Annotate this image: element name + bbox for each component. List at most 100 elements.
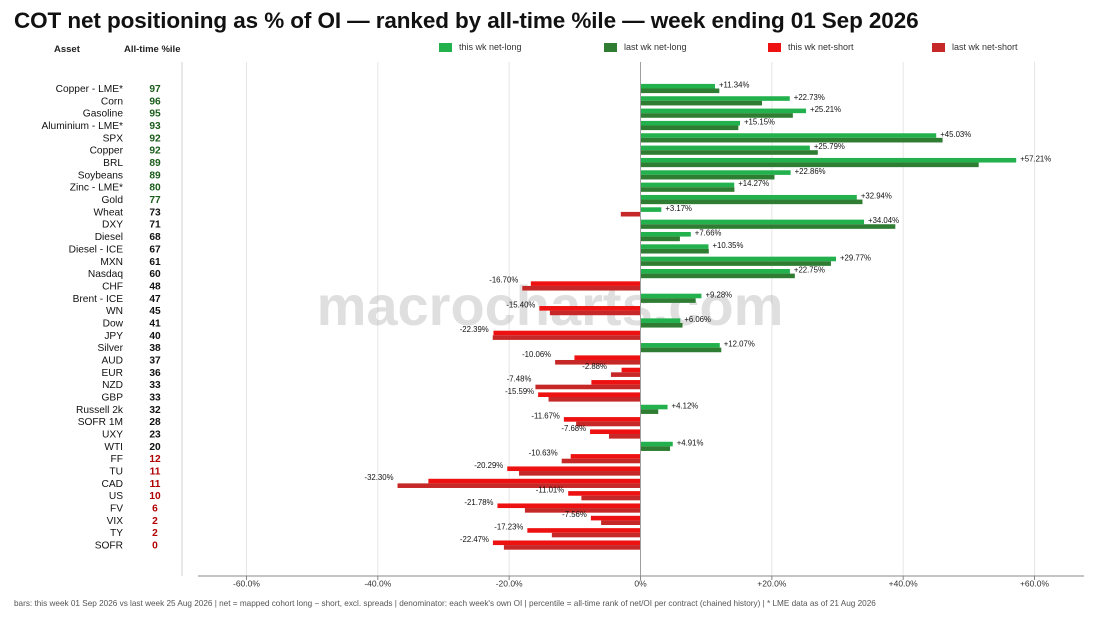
percentile-value: 89 [149,158,161,169]
bar-last-week [555,359,641,365]
percentile-value: 38 [149,343,161,354]
asset-label: Copper - LME* [56,84,123,95]
asset-label: Diesel [95,232,123,243]
data-label: -7.56% [562,510,587,519]
bar-last-week [640,248,709,254]
chart-title: COT net positioning as % of OI — ranked … [14,8,919,33]
bar-this-week [640,182,735,188]
asset-label: UXY [102,430,123,441]
data-label: -32.30% [364,473,393,482]
percentile-value: 60 [149,269,161,280]
legend-swatch-this-short [768,42,781,52]
asset-label: Diesel - ICE [69,244,124,255]
asset-label: Zinc - LME* [70,183,123,194]
bar-last-week [551,532,641,538]
bar-last-week [640,100,762,106]
percentile-value: 48 [149,281,161,292]
x-tick-label: +60.0% [1020,579,1050,589]
percentile-value: 6 [152,504,158,515]
percentile-value: 93 [149,121,161,132]
legend-label: this wk net-short [788,42,854,52]
bar-this-week [428,478,641,484]
legend-last-wk-net-long: last wk net-long [604,42,687,52]
bar-this-week [527,528,641,533]
bar-last-week [640,113,793,118]
bar-this-week [640,145,810,151]
bar-last-week [640,261,831,266]
legend-label: last wk net-long [624,42,687,52]
x-tick-label: -60.0% [233,579,260,589]
bar-last-week [576,421,641,427]
bar-last-week [601,520,641,525]
percentile-value: 92 [149,133,161,144]
asset-label: Nasdaq [88,269,123,280]
data-label: -11.67% [531,411,560,420]
data-label: +22.73% [794,93,825,102]
data-label: +32.94% [861,192,892,201]
asset-label: WN [106,306,123,317]
asset-label: Gold [101,195,123,206]
bar-this-week [640,318,681,323]
bar-this-week [640,219,865,225]
data-label: -10.63% [529,449,558,458]
bar-this-week [640,404,668,410]
x-tick-label: 0% [634,579,647,589]
data-label: +22.75% [794,266,825,275]
bar-last-week [640,322,683,328]
data-label: +7.66% [695,229,722,238]
bar-this-week [640,83,715,89]
percentile-value: 33 [149,393,161,404]
asset-label: Corn [101,96,123,107]
percentile-value: 97 [149,84,161,95]
bar-this-week [621,367,641,373]
bar-this-week [640,441,673,447]
bar-last-week [640,162,979,168]
percentile-value: 77 [149,195,161,206]
percentile-value: 41 [149,318,161,329]
percentile-value: 80 [149,183,161,194]
percentile-value: 2 [152,528,158,539]
percentile-value: 12 [149,454,161,465]
legend-this-wk-net-short: this wk net-short [768,42,854,52]
percentile-value: 11 [150,479,161,490]
x-tick-label: +40.0% [889,579,919,589]
asset-label: MXN [100,257,123,268]
bar-last-week [640,174,775,180]
bar-last-week [548,397,641,402]
percentile-value: 10 [149,491,161,502]
percentile-value: 2 [152,516,158,527]
percentile-value: 40 [149,331,161,342]
data-label: +29.77% [840,253,871,262]
percentile-value: 37 [149,355,161,366]
bar-last-week [549,310,641,316]
bar-last-week [620,211,641,217]
bar-last-week [640,88,720,94]
bar-this-week [590,515,641,521]
data-label: +22.86% [795,167,826,176]
legend-swatch-this-long [439,42,452,52]
data-label: +6.06% [684,315,711,324]
bar-this-week [568,491,641,496]
bar-last-week [519,471,641,476]
asset-label: FV [110,504,123,515]
percentile-value: 36 [149,368,161,379]
bar-last-week [492,335,641,340]
data-label: +11.34% [719,81,749,90]
bar-last-week [640,137,943,143]
bar-this-week [563,417,641,422]
legend-last-wk-net-short: last wk net-short [932,42,1018,52]
asset-label: Wheat [94,207,124,218]
bar-this-week [640,108,807,114]
percentile-value: 23 [149,430,161,441]
asset-label: Soybeans [78,170,123,181]
bar-this-week [530,281,641,286]
data-label: +12.07% [724,340,755,349]
bar-this-week [640,256,836,262]
bar-last-week [608,434,641,439]
percentile-value: 11 [150,467,161,478]
percentile-value: 28 [149,417,161,428]
data-label: -15.59% [505,387,534,396]
percentile-value: 61 [149,257,161,268]
data-label: -22.39% [460,325,489,334]
